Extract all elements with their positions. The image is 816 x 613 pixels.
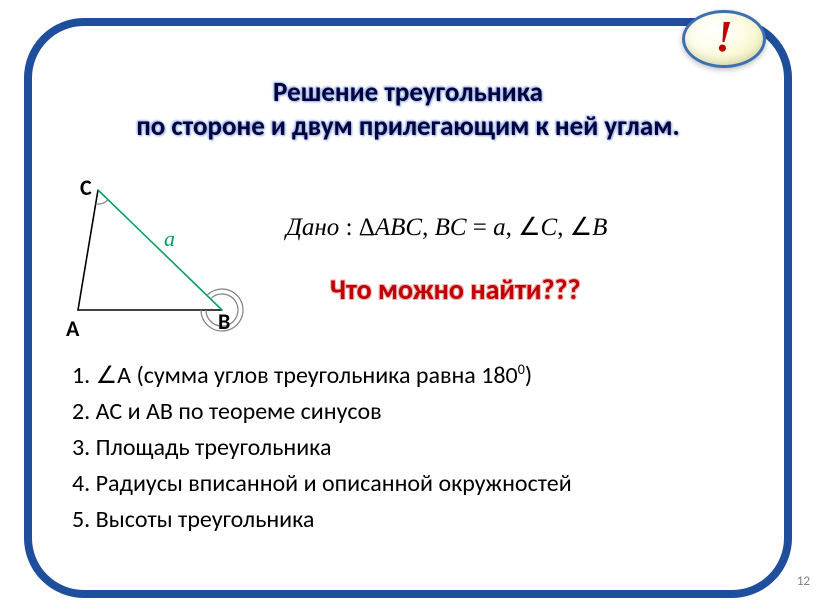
- item-text: Радиусы вписанной и описанной окружносте…: [90, 469, 571, 498]
- title-line1: Решение треугольника: [273, 76, 543, 109]
- triangle-figure: C A B a: [70, 180, 250, 345]
- vertex-label-c: C: [80, 174, 92, 201]
- comma3: ,: [557, 214, 570, 241]
- angle2: B: [592, 214, 607, 241]
- list-item: 2. AC и AB по теореме синусов: [72, 394, 572, 430]
- item-text: Площадь треугольника: [90, 433, 331, 462]
- given-prefix: Дано: [286, 214, 339, 241]
- exclamation-icon: !: [715, 15, 732, 59]
- comma1: ,: [422, 214, 435, 241]
- what-to-find: Что можно найти???: [330, 272, 580, 307]
- eq-sign: =: [467, 214, 494, 241]
- angle-sym2: ∠: [570, 214, 592, 241]
- side-value: a: [493, 214, 506, 241]
- item-sup: 0: [518, 361, 525, 378]
- title-line2: по стороне и двум прилегающим к ней угла…: [136, 110, 679, 143]
- item-text: Высоты треугольника: [90, 505, 314, 534]
- slide-title: Решение треугольника по стороне и двум п…: [0, 76, 816, 144]
- attention-badge: !: [682, 10, 766, 68]
- given-line: Дано : ΔABC, BC = a, ∠C, ∠B: [286, 212, 607, 242]
- list-item: 4. Радиусы вписанной и описанной окружно…: [72, 466, 572, 502]
- item-post: ): [525, 361, 532, 390]
- angle1: C: [541, 214, 558, 241]
- page-number: 12: [797, 574, 810, 589]
- item-num: 5.: [72, 505, 90, 534]
- list-item: 5. Высоты треугольника: [72, 502, 572, 538]
- given-side: BC: [435, 214, 467, 241]
- side-label-a: a: [164, 226, 175, 252]
- triangle-symbol: Δ: [359, 214, 375, 241]
- item-text: AC и AB по теореме синусов: [90, 397, 381, 426]
- item-num: 4.: [72, 469, 90, 498]
- list-item: 1. ∠A (сумма углов треугольника равна 18…: [72, 358, 572, 394]
- list-item: 3. Площадь треугольника: [72, 430, 572, 466]
- triangle-name: ABC: [375, 214, 422, 241]
- angle-sym1: ∠: [518, 214, 540, 241]
- comma2: ,: [506, 214, 519, 241]
- findings-list: 1. ∠A (сумма углов треугольника равна 18…: [72, 358, 572, 538]
- item-num: 2.: [72, 397, 90, 426]
- vertex-label-a: A: [66, 315, 79, 342]
- given-colon: :: [339, 214, 358, 241]
- item-num: 3.: [72, 433, 90, 462]
- item-text: ∠A (сумма углов треугольника равна 180: [90, 361, 517, 390]
- vertex-label-b: B: [218, 308, 230, 335]
- item-num: 1.: [72, 361, 90, 390]
